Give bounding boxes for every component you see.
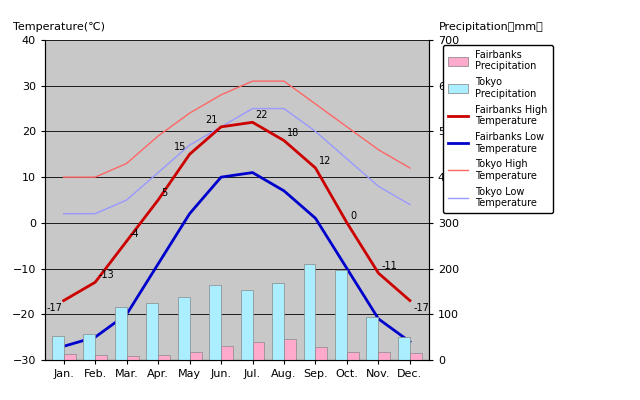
Bar [115,306,127,360]
Bar [253,342,264,360]
Text: 0: 0 [350,210,356,220]
Text: 15: 15 [174,142,186,152]
Bar [83,334,95,360]
Bar [316,347,328,360]
Text: -13: -13 [99,270,114,280]
Bar [189,352,202,360]
Bar [52,336,64,360]
Text: 5: 5 [161,188,168,198]
Bar [127,356,139,360]
Bar [209,284,221,360]
Bar [367,318,378,360]
Text: -17: -17 [46,303,62,313]
Text: 22: 22 [256,110,268,120]
Bar [64,354,76,360]
Text: 12: 12 [319,156,331,166]
Bar [241,290,253,360]
Legend: Fairbanks
Precipitation, Tokyo
Precipitation, Fairbanks High
Temperature, Fairba: Fairbanks Precipitation, Tokyo Precipita… [444,45,552,213]
Bar [284,338,296,360]
Bar [272,283,284,360]
Text: -4: -4 [130,229,140,239]
Text: 18: 18 [287,128,300,138]
Bar [303,264,316,360]
Bar [378,352,390,360]
Bar [146,303,158,360]
Text: -11: -11 [381,261,397,271]
Bar [410,353,422,360]
Text: Precipitation（mm）: Precipitation（mm） [438,22,543,32]
Bar [221,346,233,360]
Text: 21: 21 [205,114,218,124]
Bar [335,270,347,360]
Bar [95,356,107,360]
Bar [398,337,410,360]
Bar [178,297,189,360]
Text: Temperature(℃): Temperature(℃) [13,22,105,32]
Bar [158,356,170,360]
Text: -17: -17 [413,303,429,313]
Bar [347,352,359,360]
